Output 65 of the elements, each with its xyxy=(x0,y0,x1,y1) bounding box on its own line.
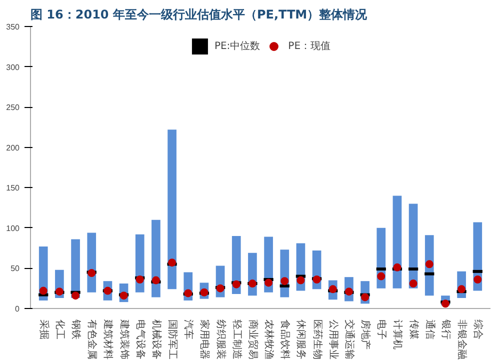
x-tick-label: 交通运输 xyxy=(343,320,356,360)
point xyxy=(458,285,466,294)
x-tick-label: 轻工制造 xyxy=(230,320,243,360)
x-tick-label: 建筑材料 xyxy=(102,318,114,360)
y-tick-label: 350 xyxy=(6,22,20,32)
point xyxy=(425,260,434,268)
point xyxy=(216,284,224,292)
x-tick-label: 有色金属 xyxy=(86,320,98,360)
x-tick-label: 休闲服务 xyxy=(295,320,308,360)
x-tick-label: 纺织服装 xyxy=(214,320,227,360)
point xyxy=(377,272,386,280)
point xyxy=(55,288,64,296)
point xyxy=(152,276,160,284)
x-tick-label: 食品饮料 xyxy=(279,320,292,360)
x-tick-label: 公用事业 xyxy=(327,320,340,360)
bar xyxy=(392,196,402,288)
point xyxy=(39,286,48,295)
point xyxy=(264,278,273,287)
x-tick-label: 综合 xyxy=(472,320,484,340)
y-tick-label: 100 xyxy=(6,224,20,233)
x-tick-label: 钢铁 xyxy=(70,318,82,340)
point xyxy=(168,258,176,267)
point xyxy=(72,292,80,300)
x-tick-label: 非银金融 xyxy=(456,320,468,360)
point xyxy=(296,276,305,284)
point xyxy=(184,289,192,298)
x-tick-label: 电气设备 xyxy=(134,320,146,360)
point xyxy=(361,293,370,302)
bar xyxy=(168,130,176,290)
x-tick-label: 农林牧渔 xyxy=(263,320,276,360)
x-tick-label: 传媒 xyxy=(408,320,419,340)
x-tick-label: 采掘 xyxy=(38,320,50,340)
x-tick-label: 医药生物 xyxy=(311,320,324,360)
x-tick-label: 房地产 xyxy=(360,320,372,350)
x-tick-label: 建筑装饰 xyxy=(118,318,130,360)
x-tick-label: 国防军工 xyxy=(166,320,179,360)
legend-label: PE：现值 xyxy=(288,40,331,53)
point xyxy=(88,269,96,278)
y-tick-label: 0 xyxy=(15,304,20,314)
x-tick-label: 汽车 xyxy=(182,320,195,340)
y-tick-label: 200 xyxy=(6,143,20,152)
point xyxy=(280,277,289,286)
chart-title: 图 16：2010 年至今一级行业估值水平（PE,TTM）整体情况 xyxy=(30,8,368,22)
legend-label: PE:中位数 xyxy=(214,40,260,53)
point xyxy=(393,263,402,272)
x-tick-label: 电子 xyxy=(376,320,388,340)
x-tick-label: 商业贸易 xyxy=(246,320,259,360)
bar xyxy=(152,220,160,298)
y-tick-label: 50 xyxy=(10,264,20,274)
x-tick-label: 银行 xyxy=(440,318,451,340)
x-tick-label: 计算机 xyxy=(392,320,404,350)
point xyxy=(441,300,450,308)
point xyxy=(312,276,321,284)
y-tick-label: 250 xyxy=(6,103,20,112)
y-tick-label: 300 xyxy=(6,62,20,72)
x-tick-label: 通信 xyxy=(424,320,436,340)
y-tick-label: 150 xyxy=(6,184,20,193)
x-tick-label: 化工 xyxy=(54,320,66,340)
point xyxy=(136,276,144,284)
point xyxy=(409,280,418,288)
x-tick-label: 机械设备 xyxy=(150,320,162,360)
x-tick-label: 家用电器 xyxy=(198,320,211,360)
point xyxy=(474,276,482,284)
point xyxy=(248,280,256,288)
point xyxy=(232,280,240,288)
